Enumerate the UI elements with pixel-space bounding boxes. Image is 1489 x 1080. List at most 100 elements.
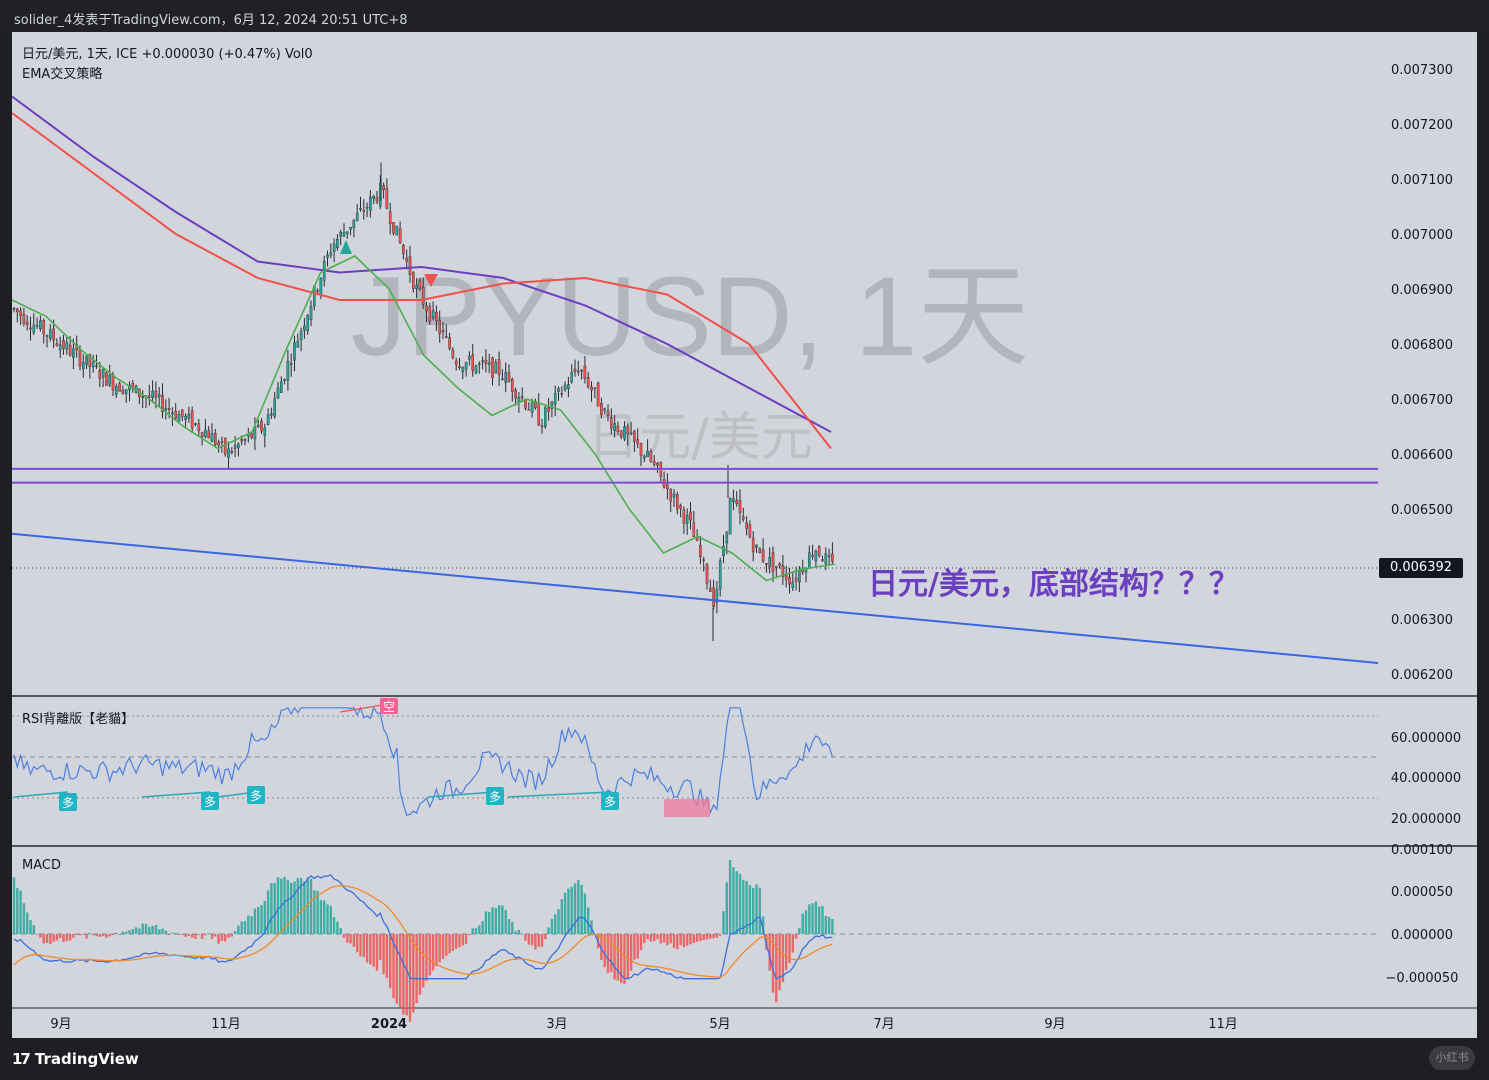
macd-histogram-bar [227, 934, 230, 938]
chart-frame[interactable] [12, 32, 1477, 1038]
price-axis-label: 0.006900 [1391, 283, 1453, 298]
candle-body [464, 362, 468, 370]
macd-histogram-bar [613, 934, 616, 980]
macd-line [13, 874, 833, 980]
macd-histogram-bar [478, 925, 481, 934]
candle-body [124, 389, 128, 394]
macd-histogram-bar [501, 905, 504, 934]
candle-body [487, 362, 491, 365]
candle-body [349, 227, 352, 230]
price-axis-label: 0.006300 [1391, 613, 1453, 628]
candle-body [623, 426, 626, 440]
macd-histogram-bar [824, 915, 827, 934]
macd-histogram-bar [587, 907, 590, 934]
candle-body [72, 348, 75, 358]
candle-body [649, 451, 653, 462]
candle-body [672, 493, 676, 498]
macd-histogram-bar [497, 905, 501, 934]
candle-body [395, 225, 399, 236]
macd-histogram-bar [181, 934, 184, 935]
macd-histogram-bar [167, 934, 171, 935]
time-axis-label: 11月 [1208, 1017, 1238, 1032]
candle-body [537, 403, 540, 426]
candle-body [784, 574, 788, 580]
rsi-buy-signal-label: 多 [204, 795, 216, 809]
candle-body [243, 439, 247, 441]
macd-histogram-bar [577, 880, 580, 934]
macd-histogram-bar [144, 923, 148, 934]
macd-histogram-bar [257, 907, 260, 934]
rsi-legend[interactable]: RSI背離版【老貓】 [22, 712, 135, 727]
candle-body [316, 290, 319, 292]
macd-histogram-bar [402, 934, 405, 1015]
candle-body [715, 589, 719, 603]
rsi-buy-signal-label: 多 [604, 795, 616, 809]
macd-histogram-bar [616, 934, 620, 981]
candle-body [12, 308, 16, 310]
price-axis-label: 0.006600 [1391, 448, 1453, 463]
candle-body [210, 433, 214, 442]
macd-histogram-bar [649, 934, 653, 942]
macd-legend[interactable]: MACD [22, 858, 61, 873]
candle-body [382, 185, 385, 191]
symbol-legend[interactable]: 日元/美元, 1天, ICE +0.000030 (+0.47%) Vol0 [22, 47, 313, 62]
rsi-buy-signal-badge [59, 793, 77, 811]
macd-histogram-bar [296, 878, 299, 934]
rsi-divergence-line [13, 791, 69, 798]
candle-body [511, 378, 514, 392]
macd-histogram-bar [306, 877, 309, 934]
bottom-bar: 17 TradingView 小红书 [0, 1038, 1489, 1080]
time-axis-label: 2024 [371, 1017, 407, 1032]
candle-body [540, 425, 544, 428]
candle-body [689, 511, 692, 521]
candle-body [438, 320, 442, 334]
macd-histogram-bar [184, 934, 187, 937]
macd-histogram-bar [702, 934, 705, 941]
macd-histogram-bar [610, 934, 613, 973]
candle-body [530, 402, 534, 413]
candle-body [679, 505, 682, 509]
macd-histogram-bar [332, 917, 336, 934]
candle-body [441, 330, 445, 333]
candle-body [19, 310, 22, 316]
candle-body [619, 430, 623, 437]
macd-histogram-bar [626, 934, 629, 979]
macd-histogram-bar [72, 934, 75, 938]
macd-histogram-bar [118, 934, 121, 935]
macd-histogram-bar [98, 934, 101, 937]
candle-body [738, 500, 742, 513]
macd-histogram-bar [194, 934, 197, 939]
macd-histogram-bar [676, 934, 679, 950]
candle-body [385, 188, 389, 209]
macd-histogram-bar [177, 934, 181, 935]
candle-body [471, 354, 475, 371]
candle-body [62, 340, 65, 349]
strategy-legend[interactable]: EMA交叉策略 [22, 67, 103, 82]
candle-body [303, 325, 306, 331]
macd-histogram-bar [385, 934, 389, 978]
macd-histogram-bar [49, 934, 52, 944]
macd-histogram-bar [550, 918, 554, 934]
candle-body [359, 207, 362, 210]
macd-histogram-bar [16, 888, 19, 934]
macd-histogram-bar [316, 890, 319, 934]
candle-body [220, 441, 224, 443]
macd-histogram-bar [494, 908, 497, 934]
macd-histogram-bar [240, 921, 243, 934]
tradingview-logo[interactable]: 17 TradingView [12, 1050, 139, 1068]
candle-body [431, 310, 435, 318]
candle-body [544, 407, 547, 427]
macd-histogram-bar [461, 934, 464, 946]
macd-histogram-bar [448, 934, 451, 954]
candle-body [58, 344, 62, 351]
chart-annotation[interactable]: 日元/美元，底部结构？？？ [868, 567, 1239, 602]
macd-histogram-bar [804, 910, 808, 934]
macd-histogram-bar [154, 925, 158, 934]
macd-histogram-bar [356, 934, 359, 953]
macd-histogram-bar [55, 934, 59, 941]
candle-body [831, 553, 834, 562]
macd-histogram-bar [151, 925, 154, 934]
macd-histogram-bar [35, 934, 39, 935]
candle-body [151, 390, 154, 399]
